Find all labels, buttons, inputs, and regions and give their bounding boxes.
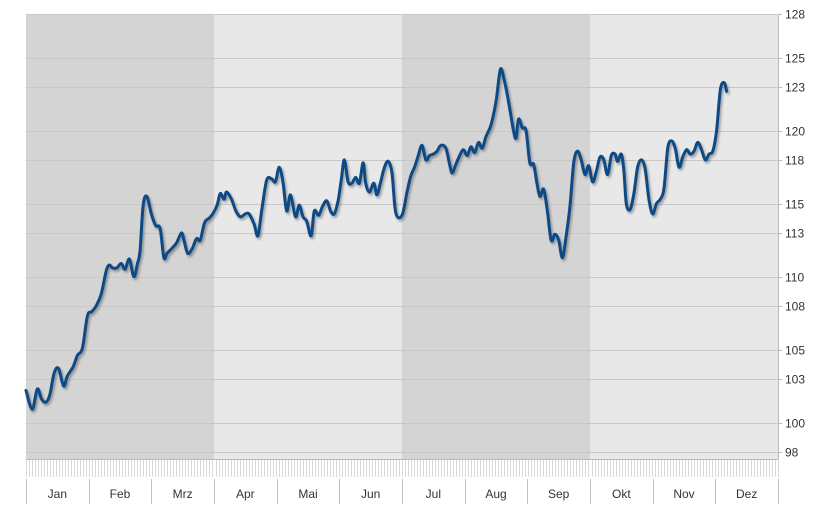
x-tick-label: Jul bbox=[426, 487, 441, 501]
quarter-bands bbox=[26, 14, 778, 459]
x-tick-label: Sep bbox=[548, 487, 570, 501]
x-axis: Jan Feb Mrz Apr Mai Jun Jul Aug Sep Okt Nov Dez bbox=[26, 459, 779, 504]
y-tick-label: 103 bbox=[785, 373, 805, 387]
quarter-band bbox=[402, 14, 590, 459]
x-tick-label: Jun bbox=[361, 487, 380, 501]
y-tick-label: 125 bbox=[785, 52, 805, 66]
series-line bbox=[24, 67, 729, 411]
x-tick-label: Dez bbox=[736, 487, 757, 501]
x-tick-label: Mai bbox=[298, 487, 317, 501]
y-tick-label: 108 bbox=[785, 300, 805, 314]
y-tick-label: 113 bbox=[785, 227, 804, 241]
x-tick-label: Okt bbox=[612, 487, 631, 501]
y-tick-label: 105 bbox=[785, 344, 805, 358]
y-tick-label: 120 bbox=[785, 125, 805, 139]
y-tick-label: 98 bbox=[785, 446, 799, 460]
y-tick-label: 128 bbox=[785, 8, 805, 22]
y-tick-label: 100 bbox=[785, 417, 805, 431]
y-tick-label: 110 bbox=[785, 271, 804, 285]
x-tick-label: Aug bbox=[485, 487, 506, 501]
x-tick-label: Mrz bbox=[173, 487, 193, 501]
series-group bbox=[24, 67, 729, 411]
quarter-band bbox=[214, 14, 402, 459]
x-tick-label: Nov bbox=[673, 487, 694, 501]
y-tick-label: 123 bbox=[785, 81, 805, 95]
x-tick-label: Apr bbox=[236, 487, 255, 501]
x-tick-label: Feb bbox=[110, 487, 131, 501]
grid-lines bbox=[26, 14, 778, 453]
quarter-band bbox=[26, 14, 214, 459]
y-axis: 98 100 103 105 108 110 113 115 118 120 123 125 128 bbox=[778, 8, 805, 460]
y-tick-label: 115 bbox=[785, 198, 804, 212]
quarter-band bbox=[590, 14, 778, 459]
x-tick-label: Jan bbox=[48, 487, 67, 501]
y-tick-label: 118 bbox=[785, 154, 804, 168]
